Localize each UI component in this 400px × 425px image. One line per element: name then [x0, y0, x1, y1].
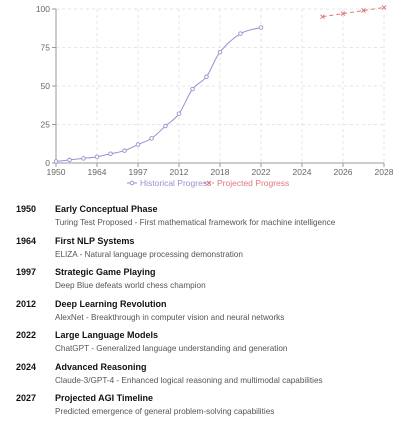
y-tick-label: 100	[36, 4, 50, 14]
y-tick-label: 0	[45, 158, 50, 168]
data-point	[94, 154, 100, 160]
data-point	[108, 151, 113, 157]
y-tick-label: 75	[41, 43, 51, 53]
data-point	[122, 148, 127, 153]
data-point	[217, 49, 223, 55]
timeline-title: Deep Learning Revolution	[55, 298, 167, 309]
data-point	[149, 136, 154, 141]
timeline-year: 2027	[16, 393, 37, 403]
timeline-item: 1964 First NLP Systems ELIZA - Natural lan…	[0, 236, 400, 268]
y-tick-label: 50	[41, 81, 51, 91]
data-point	[361, 8, 366, 13]
x-tick-label: 2024	[293, 167, 312, 177]
data-point	[340, 11, 346, 16]
timeline-item: 2027 Projected AGI Timeline Predicted emer…	[0, 393, 400, 425]
data-point	[81, 156, 86, 161]
timeline-title: Strategic Game Playing	[55, 267, 156, 277]
legend-label: Projected Progress	[217, 178, 289, 188]
data-point	[320, 14, 325, 20]
timeline-description: ELIZA - Natural language processing demo…	[55, 249, 243, 259]
data-point	[67, 157, 72, 163]
timeline-item: 2024 Advanced Reasoning Claude-3/GPT-4 - E…	[0, 362, 400, 394]
timeline-description: Predicted emergence of general problem-s…	[55, 407, 275, 416]
data-point	[163, 123, 168, 129]
data-point	[204, 74, 209, 80]
data-point	[190, 86, 195, 92]
timeline-year: 1964	[16, 235, 37, 246]
timeline-year: 2022	[16, 330, 37, 340]
x-tick-label: 2026	[334, 167, 353, 177]
timeline-year: 2012	[16, 298, 37, 309]
timeline-description: ChatGPT - Generalized language understan…	[55, 344, 288, 353]
data-point	[238, 31, 243, 36]
x-tick-label: 2022	[252, 167, 271, 177]
x-tick-label: 2012	[170, 167, 189, 177]
timeline-year: 1997	[16, 267, 37, 277]
timeline-title: Early Conceptual Phase	[55, 204, 158, 214]
series-line-projected	[322, 6, 385, 18]
data-point	[53, 159, 59, 164]
timeline-title: First NLP Systems	[55, 235, 135, 246]
data-point	[135, 142, 141, 147]
data-point	[258, 25, 264, 30]
x-tick-label: 2018	[211, 167, 230, 177]
x-tick-label: 2028	[375, 167, 394, 177]
timeline-title: Projected AGI Timeline	[55, 393, 154, 403]
chart-svg: 0 25 50 75 100 1950 1964 1997 2012 2018 2022 2024 20…	[36, 4, 394, 188]
legend-swatch-marker	[206, 180, 212, 186]
timeline-title: Large Language Models	[55, 330, 159, 340]
data-point	[381, 5, 387, 10]
timeline-year: 2024	[16, 361, 37, 372]
timeline-description: Deep Blue defeats world chess champion	[55, 281, 206, 290]
timeline-year: 1950	[16, 204, 37, 214]
x-tick-label: 1950	[47, 167, 66, 177]
timeline-item: 1950 Early Conceptual Phase Turing Test Pr…	[0, 204, 400, 236]
timeline-item: 1997 Strategic Game Playing Deep Blue defe…	[0, 267, 400, 299]
x-tick-label: 1964	[88, 167, 107, 177]
timeline-title: Advanced Reasoning	[55, 361, 147, 372]
y-tick-label: 25	[41, 120, 51, 130]
timeline-list: 1950 Early Conceptual Phase Turing Test Pr…	[0, 204, 400, 425]
timeline-description: Turing Test Proposed - First mathematica…	[55, 218, 336, 227]
timeline-description: AlexNet - Breakthrough in computer visio…	[55, 312, 285, 322]
timeline-item: 2012 Deep Learning Revolution AlexNet - Br…	[0, 299, 400, 331]
timeline-description: Claude-3/GPT-4 - Enhanced logical reason…	[55, 375, 323, 385]
legend-swatch-marker	[129, 180, 135, 186]
progress-chart: 0 25 50 75 100 1950 1964 1997 2012 2018 2022 2024 20…	[0, 0, 400, 195]
data-point	[176, 111, 182, 116]
timeline-item: 2022 Large Language Models ChatGPT - Gener…	[0, 330, 400, 362]
legend-label: Historical Progress	[140, 178, 211, 188]
x-tick-label: 1997	[129, 167, 148, 177]
